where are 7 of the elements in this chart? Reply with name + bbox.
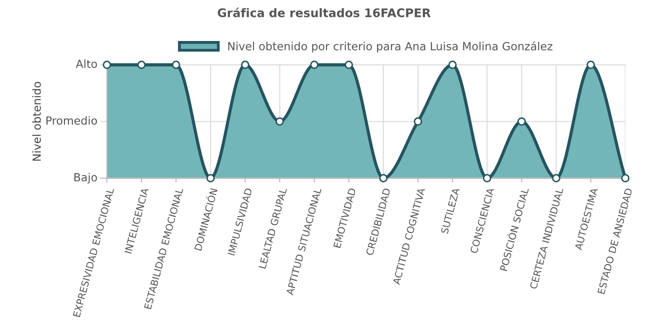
ref-line-label: Alto [76,59,97,68]
y-axis-title: Nivel obtenido [32,82,41,161]
ref-line-label: Bajo [74,172,97,184]
ref-line-label: Promedio [46,116,97,125]
x-tick-label: LEALTAD GRUPAL [258,187,287,269]
legend-label: Nivel obtenido por criterio para Ana Luisa Molina González [228,41,552,53]
chart-title: Gráfica de resultados 16FACPER [218,8,431,18]
